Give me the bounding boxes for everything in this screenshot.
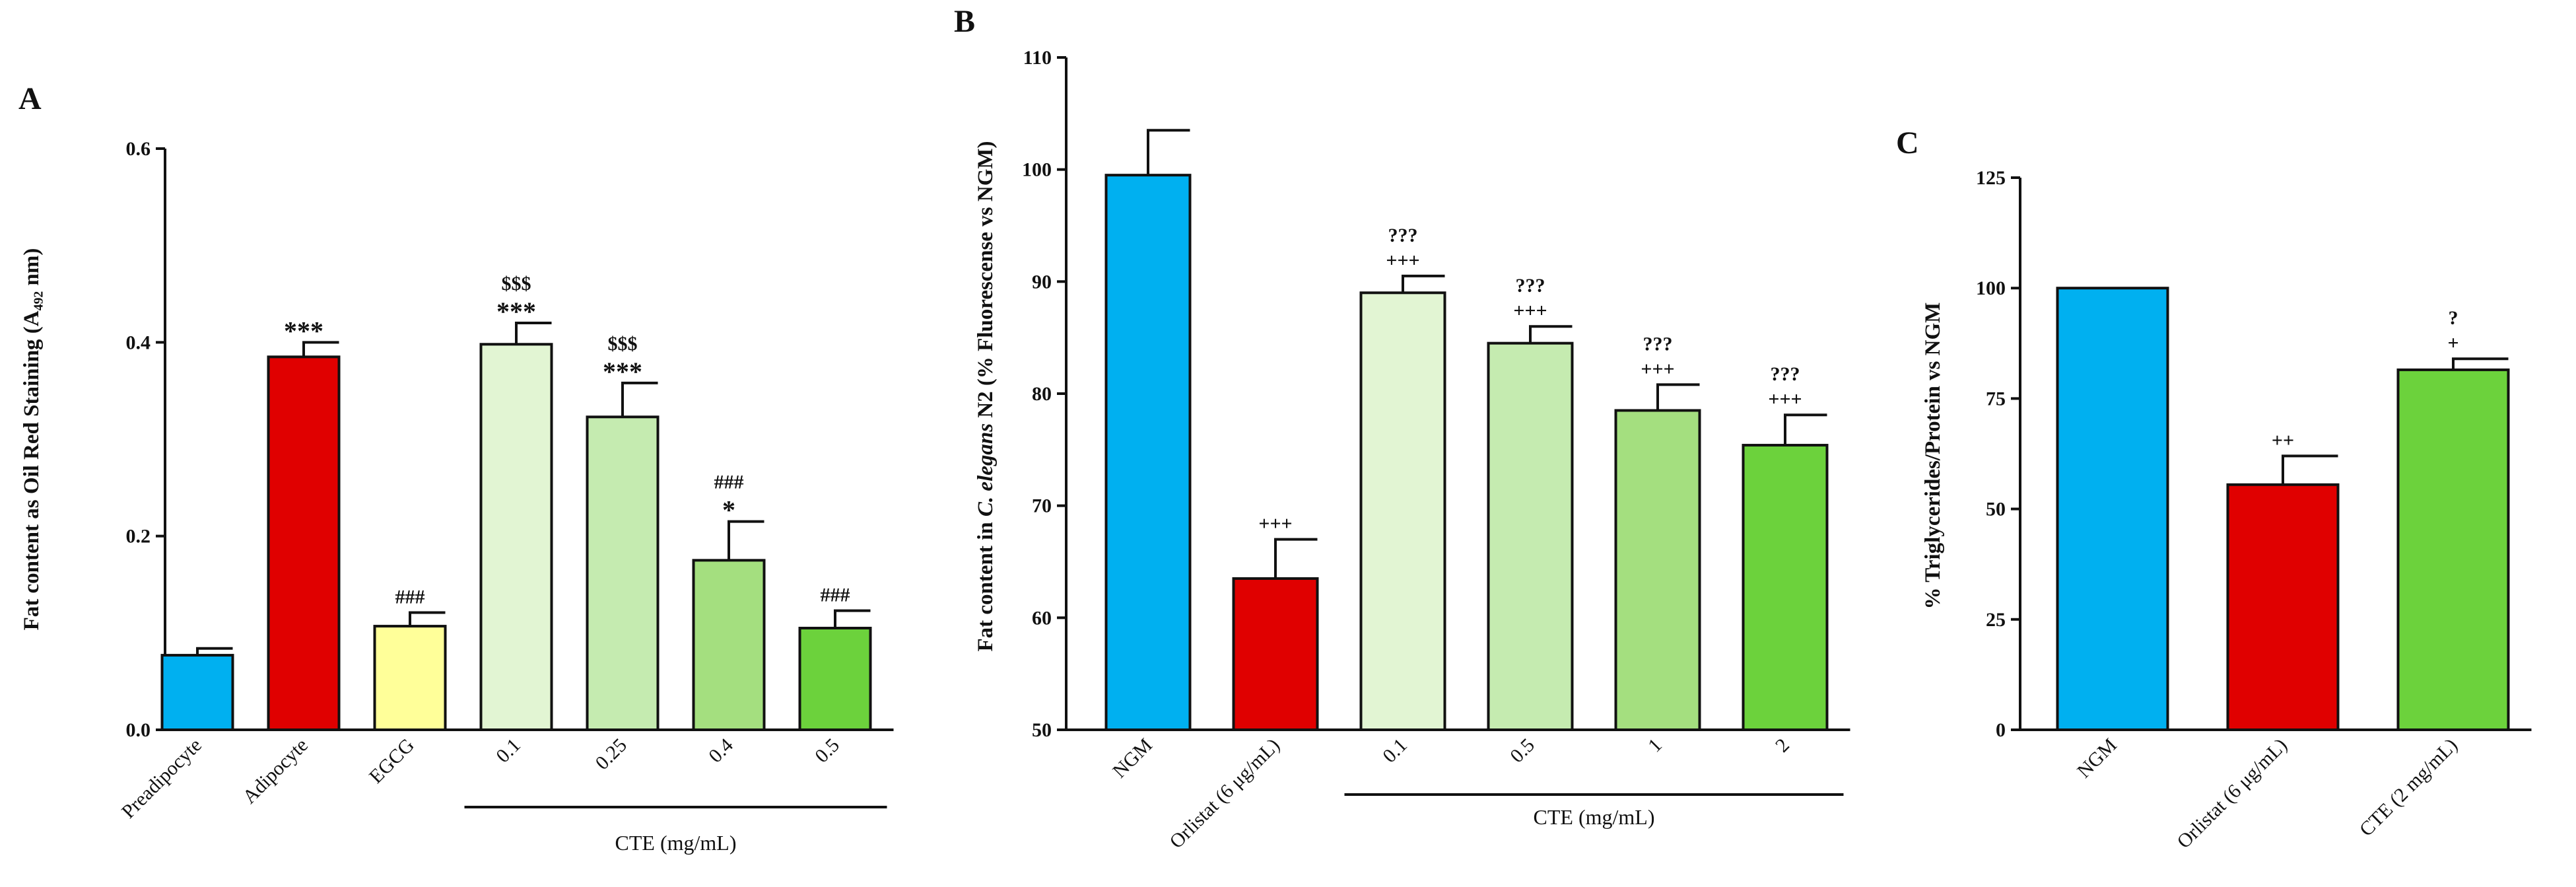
x-tick-label: 0.5	[811, 734, 844, 767]
y-tick-label: 110	[1023, 47, 1052, 69]
x-tick-label: 1	[1644, 734, 1666, 757]
group-label: CTE (mg/mL)	[615, 831, 737, 855]
significance-label: ???	[1516, 275, 1545, 297]
y-tick-label: 125	[1976, 167, 2006, 189]
significance-label: +++	[1258, 513, 1292, 535]
x-tick-label: 2	[1771, 734, 1794, 757]
significance-label: +	[2447, 332, 2458, 354]
x-tick-label: Orlistat (6 μg/mL)	[2173, 734, 2291, 853]
bar-0-5	[798, 627, 872, 731]
significance-label: +++	[1768, 388, 1802, 410]
y-axis-label: Fat content in C. elegans N2 (% Fluoresc…	[974, 141, 998, 652]
bar-2	[1742, 444, 1829, 732]
x-tick-label: 0.5	[1506, 734, 1539, 767]
bar-preadipocyte	[160, 654, 234, 731]
significance-label: ???	[1771, 363, 1800, 385]
x-tick-label: EGCG	[365, 734, 419, 788]
significance-label: ###	[395, 586, 425, 608]
y-axis-label: Fat content as Oil Red Staining (A₄₉₂ nm…	[20, 248, 44, 631]
y-tick-label: 90	[1032, 271, 1052, 293]
panel-b: B Fat content in C. elegans N2 (% Fluores…	[954, 4, 1850, 853]
x-tick-label: Adipocyte	[238, 734, 312, 808]
significance-label: *	[722, 495, 735, 525]
bar-ngm	[2056, 287, 2169, 731]
y-tick-label: 80	[1032, 383, 1052, 405]
y-axis-label: % Triglycerides/Protein vs NGM	[1921, 302, 1945, 610]
x-tick-label: NGM	[2073, 734, 2121, 783]
panel-c: C % Triglycerides/Protein vs NGM 0 25 50 75 10…	[1896, 125, 2532, 853]
x-tick-label: NGM	[1108, 734, 1157, 783]
significance-label: ***	[603, 357, 642, 386]
x-tick-label: 0.1	[492, 734, 525, 767]
y-tick-label: 0.6	[126, 138, 151, 160]
y-tick-label: 100	[1976, 277, 2006, 299]
group-label: CTE (mg/mL)	[1534, 805, 1655, 829]
bar-orlistat-6-g-ml-	[2226, 483, 2340, 731]
significance-label: ???	[1388, 225, 1418, 246]
significance-label: +++	[1386, 250, 1419, 271]
bar-0-25	[586, 415, 660, 731]
y-tick-label: 75	[1986, 388, 2006, 409]
significance-label: +++	[1641, 358, 1674, 380]
significance-label: $$$	[502, 273, 531, 295]
significance-label: ###	[821, 585, 850, 606]
significance-label: ?	[2449, 307, 2458, 329]
y-tick-label: 50	[1986, 499, 2006, 520]
bar-1	[1614, 409, 1701, 731]
bar-0-5	[1487, 341, 1574, 731]
y-tick-label: 70	[1032, 495, 1052, 517]
x-tick-label: 0.25	[591, 734, 630, 774]
bar-0-1	[1359, 291, 1446, 731]
bar-0-4	[692, 559, 766, 731]
panel-a: A Fat content as Oil Red Staining (A₄₉₂ n…	[18, 81, 894, 855]
bar-orlistat-6-g-ml-	[1232, 577, 1319, 732]
significance-label: ++	[2272, 429, 2294, 451]
y-tick-label: 100	[1022, 159, 1052, 181]
bar-adipocyte	[267, 355, 341, 731]
significance-label: $$$	[608, 333, 638, 355]
y-tick-label: 0	[1996, 719, 2006, 741]
bar-0-1	[479, 343, 553, 731]
bar-cte-2-mg-ml-	[2396, 368, 2510, 731]
y-tick-label: 0.0	[126, 719, 151, 741]
x-tick-label: Orlistat (6 μg/mL)	[1165, 734, 1284, 853]
y-tick-label: 25	[1986, 609, 2006, 631]
x-tick-label: CTE (2 mg/mL)	[2356, 734, 2462, 841]
significance-label: ###	[714, 472, 744, 493]
panel-letter: C	[1896, 125, 1919, 160]
bar-ngm	[1104, 174, 1192, 731]
significance-label: ***	[284, 316, 323, 345]
x-tick-label: Preadipocyte	[118, 734, 206, 823]
panel-letter: B	[954, 4, 975, 39]
significance-label: ???	[1643, 333, 1673, 355]
x-tick-label: 0.1	[1378, 734, 1411, 767]
y-tick-label: 60	[1032, 607, 1052, 629]
significance-label: +++	[1513, 300, 1547, 322]
y-tick-label: 50	[1032, 719, 1052, 741]
y-tick-label: 0.2	[126, 526, 151, 548]
bar-egcg	[373, 625, 447, 731]
significance-label: ***	[496, 297, 536, 326]
panel-letter: A	[18, 81, 42, 116]
x-tick-label: 0.4	[704, 734, 737, 767]
y-tick-label: 0.4	[126, 332, 151, 353]
